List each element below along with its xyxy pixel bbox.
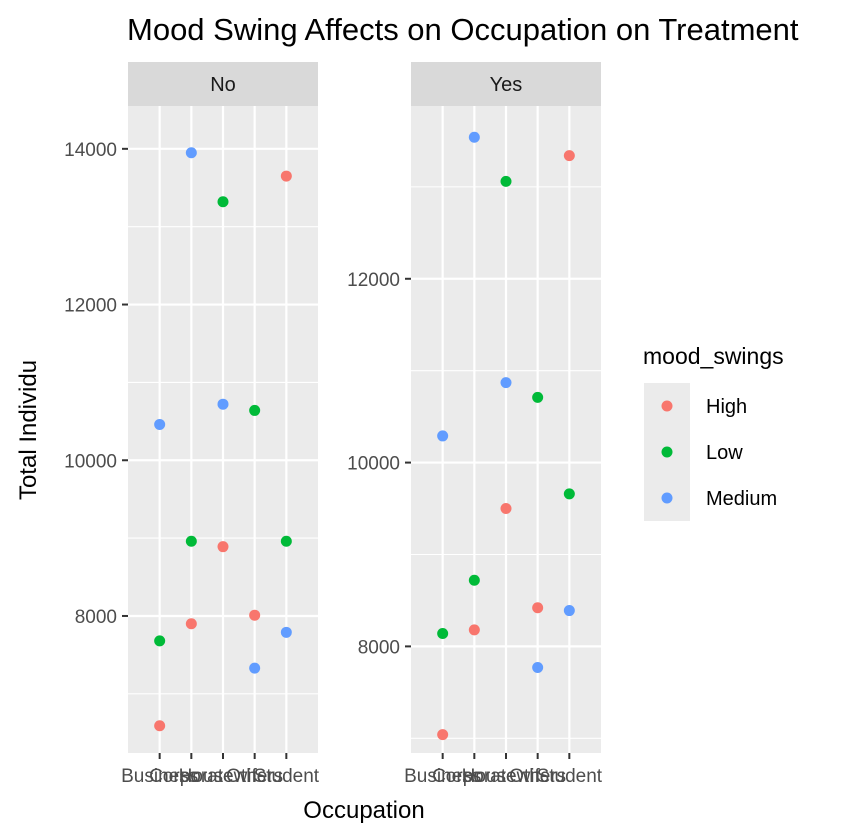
data-point-medium — [280, 626, 292, 638]
y-tick-label: 8000 — [75, 607, 117, 628]
x-axis-title: Occupation — [303, 797, 424, 824]
data-point-medium — [468, 131, 480, 143]
x-tick-label: Housewife — [462, 766, 551, 787]
data-point-medium — [532, 662, 544, 674]
data-point-high — [500, 503, 512, 515]
facet-strip — [411, 62, 601, 106]
y-tick-label: 10000 — [347, 454, 400, 475]
data-point-high — [437, 729, 449, 741]
data-point-low — [563, 488, 575, 500]
y-tick-label: 12000 — [64, 296, 117, 317]
legend-label-low: Low — [706, 442, 743, 464]
facet-panels: No8000100001200014000BusinessCorporateHo… — [64, 62, 603, 787]
data-point-high — [468, 624, 480, 636]
x-tick-label: Student — [254, 766, 320, 787]
x-tick-label: Others — [509, 766, 566, 787]
data-point-medium — [154, 418, 166, 430]
chart-title: Mood Swing Affects on Occupation on Trea… — [127, 12, 799, 47]
data-point-medium — [500, 377, 512, 389]
data-point-low — [249, 404, 261, 416]
x-tick-label: Business — [404, 766, 481, 787]
data-point-medium — [249, 662, 261, 674]
data-point-high — [249, 609, 261, 621]
facet-strip-label: No — [210, 74, 236, 96]
y-tick-label: 10000 — [64, 451, 117, 472]
y-tick-label: 8000 — [358, 637, 400, 658]
data-point-low — [217, 196, 229, 208]
data-point-high — [185, 618, 197, 630]
data-point-medium — [217, 398, 229, 410]
x-tick-label: Housewife — [179, 766, 268, 787]
data-point-medium — [185, 147, 197, 159]
legend-key-point — [661, 446, 673, 458]
data-point-high — [532, 602, 544, 614]
data-point-medium — [437, 430, 449, 442]
legend-key-point — [661, 400, 673, 412]
x-tick-label: Corporate — [432, 766, 517, 787]
x-tick-label: Others — [226, 766, 283, 787]
y-axis-title: Total Individu — [15, 360, 42, 500]
y-tick-label: 14000 — [64, 140, 117, 161]
data-point-low — [280, 535, 292, 547]
data-point-low — [437, 628, 449, 640]
data-point-high — [563, 150, 575, 162]
data-point-low — [468, 574, 480, 586]
facet-yes: Yes 8000 10000 12000 BusinessCorporateHousew… — [347, 62, 603, 787]
facet-strip-label: Yes — [490, 74, 523, 96]
legend-title: mood_swings — [643, 343, 784, 369]
data-point-high — [217, 541, 229, 553]
data-point-medium — [563, 605, 575, 617]
data-point-low — [185, 535, 197, 547]
legend-label-medium: Medium — [706, 488, 777, 510]
x-tick-label: Student — [537, 766, 603, 787]
data-point-low — [500, 175, 512, 187]
x-tick-label: Business — [121, 766, 198, 787]
legend-label-high: High — [706, 396, 747, 418]
data-point-high — [154, 720, 166, 732]
legend-key-point — [661, 492, 673, 504]
y-tick-label: 12000 — [347, 270, 400, 291]
legend: mood_swings High Low Medium — [643, 343, 784, 521]
data-point-low — [532, 391, 544, 403]
facet-no: No 8000 10000 12000 14000 BusinessCorporateHo… — [64, 62, 320, 787]
x-tick-label: Corporate — [149, 766, 234, 787]
data-point-low — [154, 635, 166, 647]
facet-strip — [128, 62, 318, 106]
data-point-high — [280, 170, 292, 182]
